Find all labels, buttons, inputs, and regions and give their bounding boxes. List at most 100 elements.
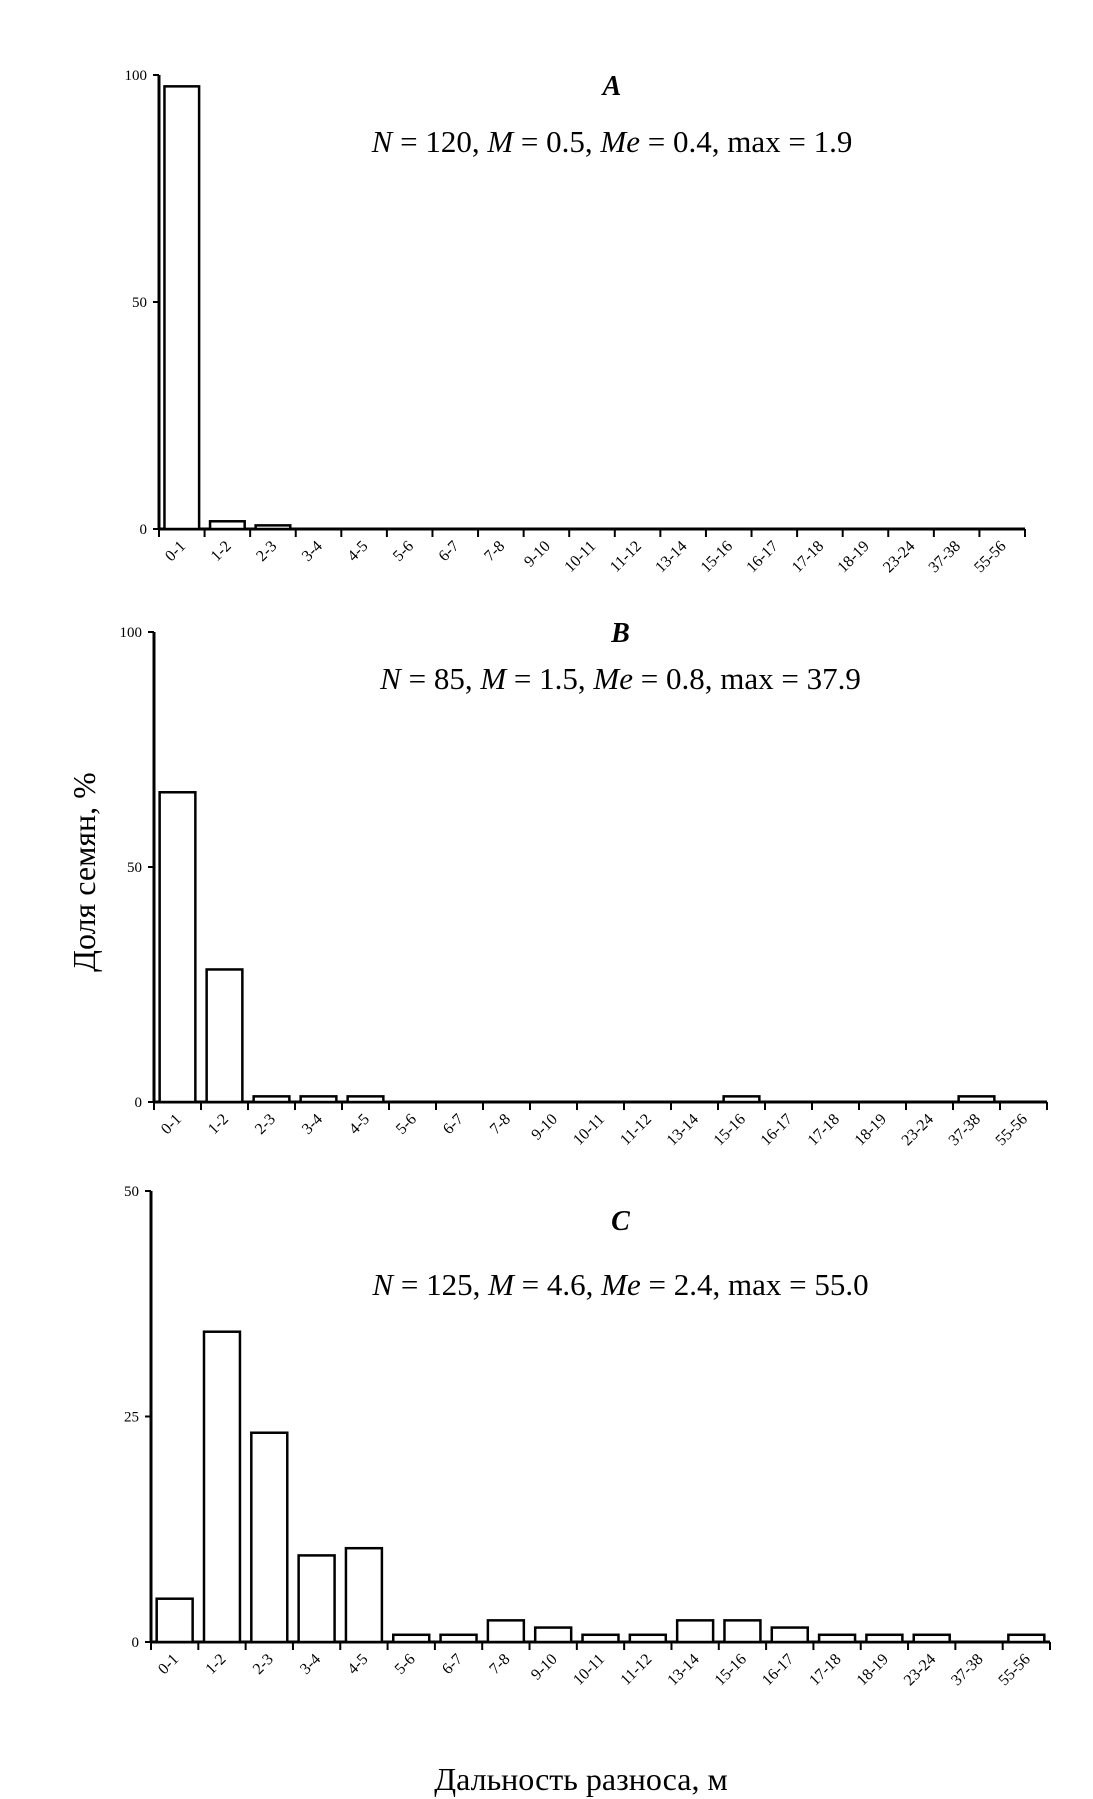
x-tick-label: 17-18	[805, 1111, 843, 1149]
x-tick-label: 7-8	[486, 1651, 513, 1678]
x-tick-label: 1-2	[208, 538, 235, 565]
x-axis-label: Дальность разноса, м	[434, 1761, 727, 1797]
x-tick-label: 6-7	[439, 1651, 466, 1678]
x-tick-label: 55-56	[995, 1651, 1033, 1689]
x-tick-label: 7-8	[487, 1111, 514, 1138]
stat-part: = 0.4, max = 1.9	[640, 124, 852, 159]
y-tick-label: 100	[125, 68, 148, 84]
x-tick-label: 15-16	[712, 1651, 750, 1689]
stat-part: Me	[592, 661, 633, 696]
x-tick-label: 6-7	[440, 1111, 467, 1138]
stat-part: M	[479, 661, 508, 696]
y-tick-label: 0	[132, 1635, 140, 1651]
bar-3-4	[299, 1095, 338, 1104]
stat-part: N	[379, 661, 403, 696]
stat-part: Me	[599, 124, 640, 159]
bar-5-6	[392, 1633, 431, 1644]
x-tick-label: 2-3	[250, 1651, 277, 1678]
stat-part: = 125,	[393, 1267, 488, 1302]
x-tick-label: 37-38	[926, 538, 964, 576]
bar-16-17	[770, 1626, 809, 1644]
x-tick-label: 10-11	[561, 538, 599, 576]
x-tick-label: 6-7	[436, 538, 463, 565]
bar-4-5	[346, 1095, 385, 1104]
x-tick-label: 13-14	[664, 1111, 702, 1149]
bar-1-2	[208, 520, 246, 531]
stat-part: N	[371, 124, 395, 159]
bar-1-2	[202, 1330, 242, 1644]
bar-17-18	[817, 1633, 857, 1644]
x-tick-label: 13-14	[664, 1651, 702, 1689]
bar-0-1	[163, 85, 201, 531]
stat-part: = 85,	[401, 661, 480, 696]
x-tick-label: 1-2	[202, 1651, 229, 1678]
x-tick-label: 3-4	[297, 1651, 324, 1678]
x-tick-label: 16-17	[758, 1111, 796, 1149]
x-tick-label: 23-24	[901, 1651, 939, 1689]
stat-part: M	[487, 1267, 516, 1302]
stat-part: = 4.6,	[514, 1267, 601, 1302]
x-tick-label: 18-19	[834, 538, 872, 576]
x-tick-label: 5-6	[390, 538, 417, 565]
x-tick-label: 18-19	[854, 1651, 892, 1689]
bar-37-38	[957, 1095, 996, 1104]
bar-18-19	[865, 1633, 904, 1644]
x-tick-label: 2-3	[253, 538, 280, 565]
bar-2-3	[252, 1095, 291, 1104]
stat-part: = 120,	[392, 124, 487, 159]
x-tick-label: 7-8	[481, 538, 508, 565]
bar-7-8	[486, 1619, 526, 1644]
y-axis-label: Доля семян, %	[66, 772, 102, 972]
y-tick-label: 50	[127, 860, 142, 876]
stat-part: Me	[600, 1267, 641, 1302]
panel-stats: N = 125, M = 4.6, Me = 2.4, max = 55.0	[371, 1267, 868, 1302]
y-tick-label: 50	[124, 1184, 139, 1200]
x-tick-label: 0-1	[158, 1111, 185, 1138]
bar-11-12	[628, 1633, 668, 1644]
x-tick-label: 18-19	[852, 1111, 890, 1149]
x-tick-label: 11-12	[617, 1651, 655, 1689]
bar-1-2	[205, 968, 244, 1104]
x-tick-label: 10-11	[570, 1651, 608, 1689]
x-tick-label: 2-3	[252, 1111, 279, 1138]
x-tick-label: 37-38	[946, 1111, 984, 1149]
bar-13-14	[675, 1619, 715, 1644]
bar-9-10	[533, 1626, 573, 1644]
bar-2-3	[250, 1431, 289, 1644]
x-tick-label: 23-24	[899, 1111, 937, 1149]
panel-title: B	[610, 618, 630, 649]
x-tick-label: 4-5	[344, 1651, 371, 1678]
x-tick-label: 15-16	[698, 538, 736, 576]
x-tick-label: 9-10	[521, 538, 554, 571]
x-tick-label: 0-1	[162, 538, 189, 565]
x-tick-label: 9-10	[528, 1651, 561, 1684]
x-tick-label: 11-12	[607, 538, 645, 576]
stat-part: = 1.5,	[506, 661, 593, 696]
x-tick-label: 55-56	[971, 538, 1009, 576]
x-tick-label: 13-14	[652, 538, 690, 576]
x-tick-label: 5-6	[392, 1651, 419, 1678]
y-tick-label: 0	[135, 1095, 143, 1111]
panel-C: 0 25 50 0-1 1-2 2-3 3-4 4-5 5-6 6-7 7-8 9-10 10-11 11…	[124, 1184, 1051, 1689]
x-tick-label: 5-6	[393, 1111, 420, 1138]
x-tick-label: 55-56	[993, 1111, 1031, 1149]
bar-3-4	[297, 1554, 336, 1644]
bar-0-1	[158, 791, 197, 1104]
bar-2-3	[254, 524, 292, 531]
y-tick-label: 50	[132, 295, 147, 311]
stat-part: = 2.4, max = 55.0	[641, 1267, 869, 1302]
x-tick-label: 3-4	[299, 1111, 326, 1138]
bar-15-16	[723, 1619, 762, 1644]
bar-4-5	[344, 1546, 384, 1644]
x-tick-label: 23-24	[880, 538, 918, 576]
bar-10-11	[581, 1633, 620, 1644]
stat-part: = 0.8, max = 37.9	[633, 661, 861, 696]
stat-part: M	[486, 124, 515, 159]
x-tick-label: 1-2	[205, 1111, 232, 1138]
y-tick-label: 100	[120, 625, 143, 641]
stat-part: N	[371, 1267, 395, 1302]
bar-6-7	[439, 1633, 478, 1644]
